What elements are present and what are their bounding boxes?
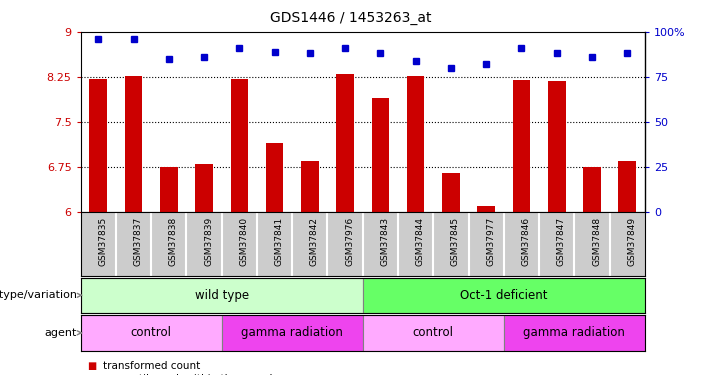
Text: GSM37976: GSM37976 (345, 217, 354, 266)
Bar (222, 315, 363, 351)
Text: control: control (413, 326, 454, 339)
Bar (548, 81, 566, 212)
Text: gamma radiation: gamma radiation (241, 326, 343, 339)
Text: GSM37844: GSM37844 (416, 217, 425, 266)
Text: GSM37845: GSM37845 (451, 217, 460, 266)
Bar (90, 79, 107, 212)
Bar (266, 143, 283, 212)
Bar (196, 164, 213, 212)
Text: gamma radiation: gamma radiation (524, 326, 625, 339)
Bar (336, 74, 354, 212)
Text: ■: ■ (88, 374, 97, 375)
Text: genotype/variation: genotype/variation (0, 290, 77, 300)
Text: GSM37846: GSM37846 (522, 217, 531, 266)
Bar (125, 76, 142, 212)
Text: GSM37840: GSM37840 (239, 217, 248, 266)
Bar (231, 79, 248, 212)
Text: agent: agent (45, 328, 77, 338)
Text: GSM37977: GSM37977 (486, 217, 495, 266)
Text: GSM37841: GSM37841 (275, 217, 284, 266)
Text: GSM37842: GSM37842 (310, 217, 319, 266)
Text: wild type: wild type (195, 289, 249, 302)
Text: GDS1446 / 1453263_at: GDS1446 / 1453263_at (270, 11, 431, 25)
Bar (81, 278, 363, 313)
Bar (160, 167, 177, 212)
Bar (81, 315, 222, 351)
Bar (477, 206, 495, 212)
Bar (618, 162, 636, 212)
Bar (372, 98, 389, 212)
Text: control: control (130, 326, 172, 339)
Bar (363, 278, 645, 313)
Text: GSM37843: GSM37843 (381, 217, 389, 266)
Bar (407, 76, 425, 212)
Text: Oct-1 deficient: Oct-1 deficient (460, 289, 547, 302)
Text: GSM37847: GSM37847 (557, 217, 566, 266)
Text: GSM37837: GSM37837 (133, 217, 142, 266)
Bar (301, 162, 319, 212)
Text: GSM37835: GSM37835 (98, 217, 107, 266)
Bar (504, 315, 645, 351)
Text: GSM37849: GSM37849 (627, 217, 637, 266)
Text: percentile rank within the sample: percentile rank within the sample (103, 374, 279, 375)
Text: GSM37838: GSM37838 (169, 217, 178, 266)
Bar (363, 315, 504, 351)
Bar (442, 173, 460, 212)
Text: ■: ■ (88, 361, 97, 370)
Text: transformed count: transformed count (103, 361, 200, 370)
Text: GSM37848: GSM37848 (592, 217, 601, 266)
Bar (583, 167, 601, 212)
Text: GSM37839: GSM37839 (204, 217, 213, 266)
Bar (512, 80, 530, 212)
